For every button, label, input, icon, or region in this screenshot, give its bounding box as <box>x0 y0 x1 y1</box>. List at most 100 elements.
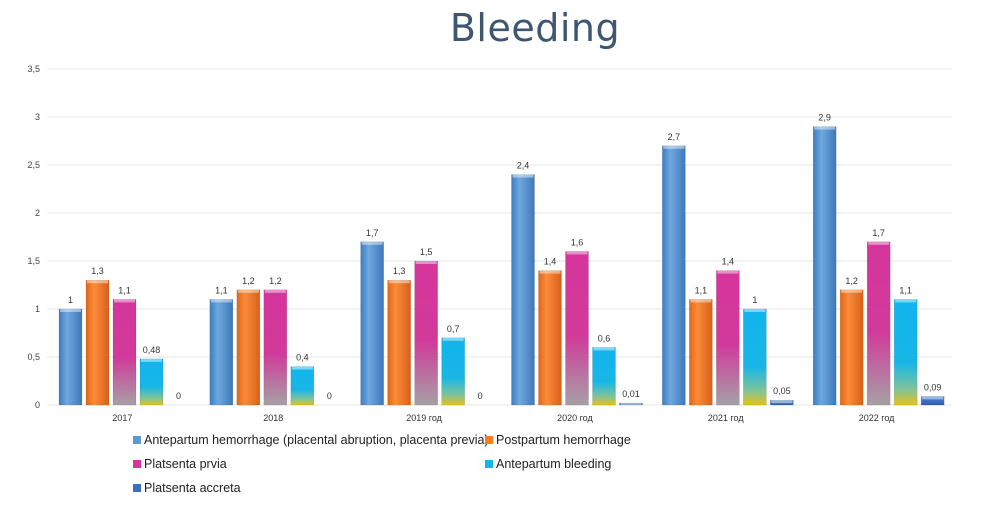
data-label: 1,7 <box>366 228 379 238</box>
data-label: 1,1 <box>215 285 228 295</box>
data-label: 2,4 <box>517 161 530 171</box>
bar-highlight <box>690 299 712 303</box>
bar <box>619 402 643 406</box>
x-tick-label: 2017 <box>112 413 132 423</box>
legend-item-antepartum-hemorrhage: Antepartum hemorrhage (placental abrupti… <box>133 433 489 447</box>
bar <box>662 145 686 406</box>
data-label: 1,4 <box>544 257 557 267</box>
bar-highlight <box>60 309 81 312</box>
bar <box>441 337 465 406</box>
data-label: 2,9 <box>818 113 831 123</box>
x-tick-label: 2018 <box>263 413 283 423</box>
data-label: 0,01 <box>622 389 640 399</box>
bar-highlight <box>291 366 313 370</box>
data-label: 1,3 <box>393 266 406 276</box>
bar <box>812 126 837 406</box>
bar <box>85 279 110 406</box>
data-label: 1,4 <box>722 257 735 267</box>
bar-highlight <box>717 270 739 274</box>
bar-highlight <box>566 251 588 255</box>
legend-label: Postpartum hemorrhage <box>496 433 631 447</box>
x-tick-label: 2019 год <box>406 413 442 423</box>
bar-highlight <box>841 289 863 293</box>
y-tick-label: 0 <box>35 400 40 410</box>
bar <box>387 279 411 406</box>
bar-highlight <box>771 400 793 404</box>
bar-highlight <box>512 174 534 178</box>
legend-item-platsenta-prvia: Platsenta prvia <box>133 457 227 471</box>
x-tick-label: 2021 год <box>708 413 744 423</box>
bar-highlight <box>663 145 685 149</box>
data-label: 1,5 <box>420 247 433 257</box>
y-tick-label: 1 <box>35 304 40 314</box>
bar <box>592 347 616 406</box>
data-label: 0 <box>327 391 332 401</box>
bar-highlight <box>210 299 232 303</box>
y-tick-label: 3,5 <box>27 64 40 74</box>
bar <box>360 241 384 406</box>
legend-swatch-icon <box>485 436 493 444</box>
y-tick-label: 1,5 <box>27 256 40 266</box>
bar <box>770 399 794 406</box>
bar-highlight <box>922 396 944 400</box>
bar <box>209 299 234 406</box>
bar-highlight <box>868 241 890 245</box>
bar-highlight <box>264 289 286 293</box>
bar <box>565 251 589 406</box>
bar <box>290 366 315 406</box>
bar-highlight <box>593 347 615 351</box>
legend-label: Antepartum hemorrhage (placental abrupti… <box>144 433 489 447</box>
bar-highlight <box>237 289 259 293</box>
bar <box>139 358 164 406</box>
bar <box>511 174 535 406</box>
bar <box>689 299 713 406</box>
legend-swatch-icon <box>133 484 141 492</box>
bar <box>716 270 740 406</box>
bar-highlight <box>620 403 642 405</box>
data-label: 1,7 <box>872 228 885 238</box>
y-tick-label: 3 <box>35 112 40 122</box>
data-label: 1 <box>752 295 757 305</box>
bar <box>236 289 261 406</box>
bar-highlight <box>744 309 766 312</box>
bar-highlight <box>442 337 464 341</box>
bar-highlight <box>415 261 437 264</box>
legend-label: Antepartum bleeding <box>496 457 612 471</box>
x-tick-label: 2022 год <box>859 413 895 423</box>
data-label: 0,7 <box>447 324 460 334</box>
data-label: 0 <box>176 391 181 401</box>
bar <box>112 299 137 406</box>
bar <box>538 270 562 406</box>
legend-item-antepartum-bleeding: Antepartum bleeding <box>485 457 611 471</box>
legend-label: Platsenta prvia <box>144 457 227 471</box>
legend-swatch-icon <box>133 436 141 444</box>
bar-highlight <box>141 358 162 362</box>
bar <box>58 308 83 406</box>
bar <box>893 299 918 406</box>
bar <box>920 396 945 406</box>
x-tick-label: 2020 год <box>557 413 593 423</box>
y-tick-label: 2,5 <box>27 160 40 170</box>
bar-highlight <box>814 126 836 130</box>
data-label: 2,7 <box>668 132 681 142</box>
legend-item-postpartum-hemorrhage: Postpartum hemorrhage <box>485 433 631 447</box>
bar <box>263 289 288 406</box>
data-label: 0,6 <box>598 333 611 343</box>
legend-swatch-icon <box>485 460 493 468</box>
bar-highlight <box>388 280 410 284</box>
data-label: 0,05 <box>773 386 791 396</box>
data-label: 1,1 <box>899 285 912 295</box>
chart-title: Bleeding <box>449 6 621 50</box>
bar-highlight <box>87 280 108 284</box>
bar <box>866 241 891 406</box>
data-label: 0,09 <box>924 382 942 392</box>
data-label: 1,1 <box>695 285 708 295</box>
legend-item-platsenta-accreta: Platsenta accreta <box>133 481 241 495</box>
y-tick-label: 0,5 <box>27 352 40 362</box>
data-label: 1,2 <box>269 276 282 286</box>
data-label: 0,4 <box>296 353 309 363</box>
data-label: 1,1 <box>118 285 131 295</box>
legend-swatch-icon <box>133 460 141 468</box>
bar-highlight <box>361 241 383 245</box>
